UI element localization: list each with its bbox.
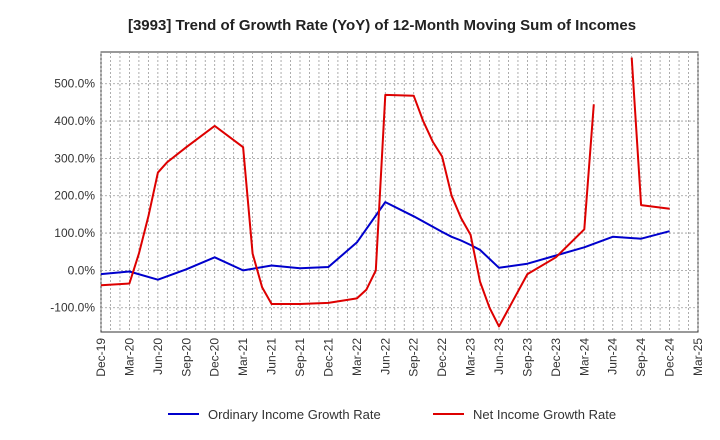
x-axis-ticks: Dec-19 Mar-20 Jun-20 Sep-20 Dec-20 Mar-21 Jun-…	[94, 338, 705, 377]
x-tick-label: Sep-20	[179, 338, 193, 377]
x-tick-label: Sep-22	[407, 338, 421, 377]
y-tick-label: 500.0%	[54, 77, 95, 91]
x-tick-label: Dec-19	[94, 338, 108, 377]
x-tick-label: Dec-24	[663, 338, 677, 377]
x-tick-label: Mar-25	[691, 338, 705, 376]
x-tick-label: Sep-24	[634, 338, 648, 377]
series-line-0	[100, 201, 670, 281]
x-tick-label: Jun-21	[265, 338, 279, 375]
x-tick-label: Jun-23	[492, 338, 506, 375]
gridlines	[100, 52, 699, 332]
y-tick-label: 100.0%	[54, 226, 95, 240]
x-tick-label: Jun-20	[151, 338, 165, 375]
series-lines	[100, 57, 670, 328]
plot-area	[100, 51, 699, 333]
y-axis-ticks: -100.0% 0.0% 100.0% 200.0% 300.0% 400.0% 500.0…	[50, 77, 95, 315]
y-tick-label: -100.0%	[50, 301, 95, 315]
x-tick-label: Mar-23	[464, 338, 478, 376]
chart-title: [3993] Trend of Growth Rate (YoY) of 12-…	[128, 17, 636, 34]
x-tick-label: Sep-23	[520, 338, 534, 377]
x-tick-label: Sep-21	[293, 338, 307, 377]
x-tick-label: Dec-23	[549, 338, 563, 377]
x-tick-label: Jun-22	[378, 338, 392, 375]
y-tick-label: 0.0%	[68, 263, 96, 277]
x-tick-label: Mar-20	[122, 338, 136, 376]
y-tick-label: 300.0%	[54, 151, 95, 165]
series-line-1	[100, 57, 670, 328]
y-tick-label: 200.0%	[54, 189, 95, 203]
x-tick-label: Mar-21	[236, 338, 250, 376]
x-tick-label: Dec-21	[321, 338, 335, 377]
x-tick-label: Dec-20	[208, 338, 222, 377]
legend: Ordinary Income Growth Rate Net Income Gr…	[168, 407, 616, 422]
y-tick-label: 400.0%	[54, 114, 95, 128]
x-tick-label: Jun-24	[606, 338, 620, 375]
x-tick-label: Dec-22	[435, 338, 449, 377]
x-tick-label: Mar-24	[577, 338, 591, 376]
legend-label-1: Net Income Growth Rate	[473, 407, 616, 422]
legend-label-0: Ordinary Income Growth Rate	[208, 407, 381, 422]
x-tick-label: Mar-22	[350, 338, 364, 376]
